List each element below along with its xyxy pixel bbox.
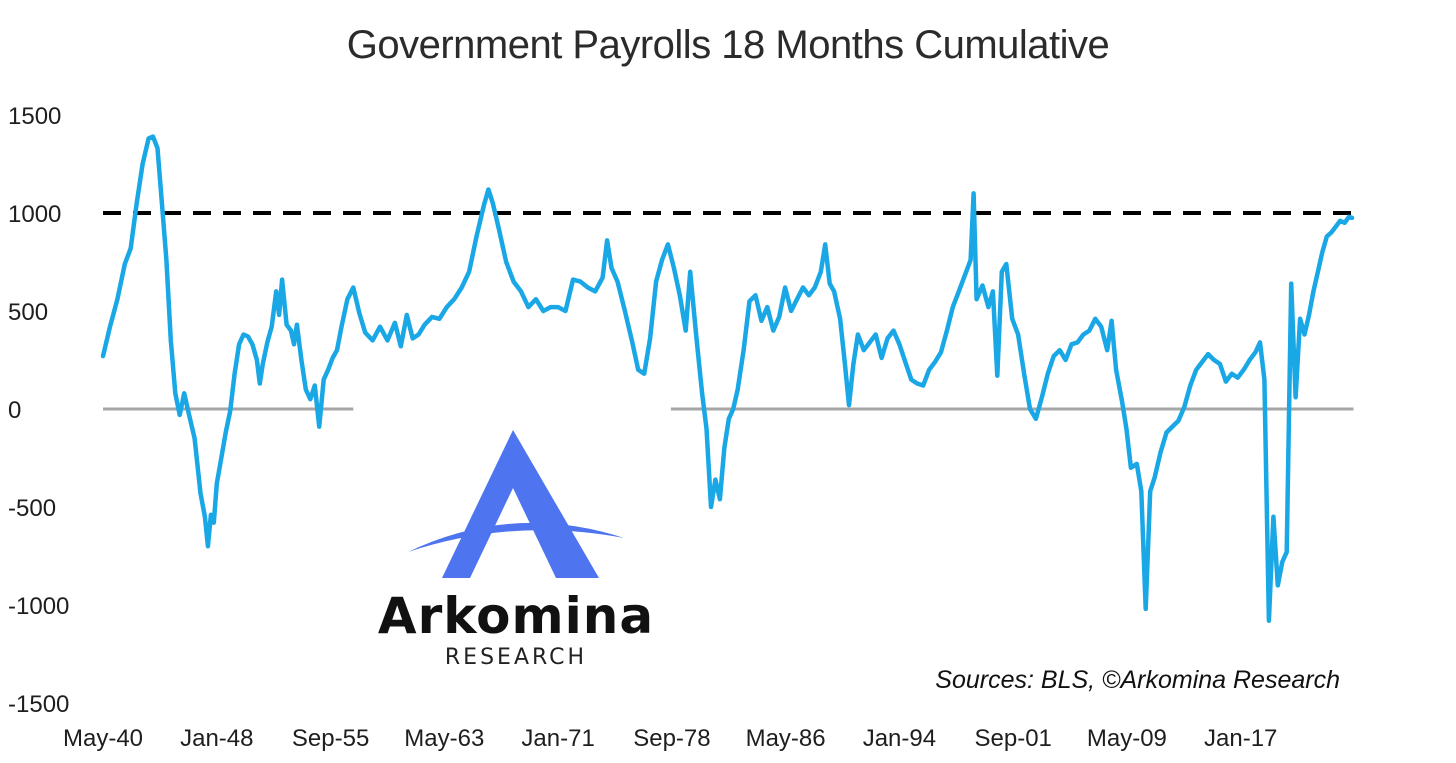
source-note: Sources: BLS, ©Arkomina Research xyxy=(935,666,1340,694)
y-tick-label: 1000 xyxy=(8,201,61,228)
arkomina-logo: Arkomina RESEARCH xyxy=(378,430,654,670)
chart-title: Government Payrolls 18 Months Cumulative xyxy=(347,23,1110,67)
x-tick-label: Jan-71 xyxy=(521,725,594,752)
x-tick-label: Jan-17 xyxy=(1204,725,1277,752)
y-tick-label: -500 xyxy=(8,495,56,522)
y-tick-label: 1500 xyxy=(8,103,61,130)
logo-name: Arkomina xyxy=(378,587,654,645)
y-tick-label: 500 xyxy=(8,299,48,326)
x-tick-label: Jan-94 xyxy=(863,725,936,752)
y-axis-tick-labels: 1500 1000 500 0 -500 -1000 -1500 xyxy=(8,103,69,718)
x-tick-label: May-09 xyxy=(1087,725,1167,752)
x-tick-label: Jan-48 xyxy=(180,725,253,752)
y-tick-label: -1000 xyxy=(8,593,69,620)
x-tick-label: Sep-55 xyxy=(292,725,369,752)
x-tick-label: May-40 xyxy=(63,725,143,752)
x-axis-tick-labels: May-40 Jan-48 Sep-55 May-63 Jan-71 Sep-78 May-… xyxy=(63,725,1277,752)
x-tick-label: Sep-78 xyxy=(633,725,710,752)
x-tick-label: May-86 xyxy=(746,725,826,752)
logo-subtitle: RESEARCH xyxy=(445,645,587,670)
logo-arc-icon xyxy=(408,522,624,552)
y-tick-label: -1500 xyxy=(8,691,69,718)
y-tick-label: 0 xyxy=(8,397,21,424)
series-line-government-payrolls xyxy=(100,134,1355,623)
x-tick-label: May-63 xyxy=(404,725,484,752)
logo-a-mark-icon xyxy=(442,430,599,578)
x-tick-label: Sep-01 xyxy=(975,725,1052,752)
